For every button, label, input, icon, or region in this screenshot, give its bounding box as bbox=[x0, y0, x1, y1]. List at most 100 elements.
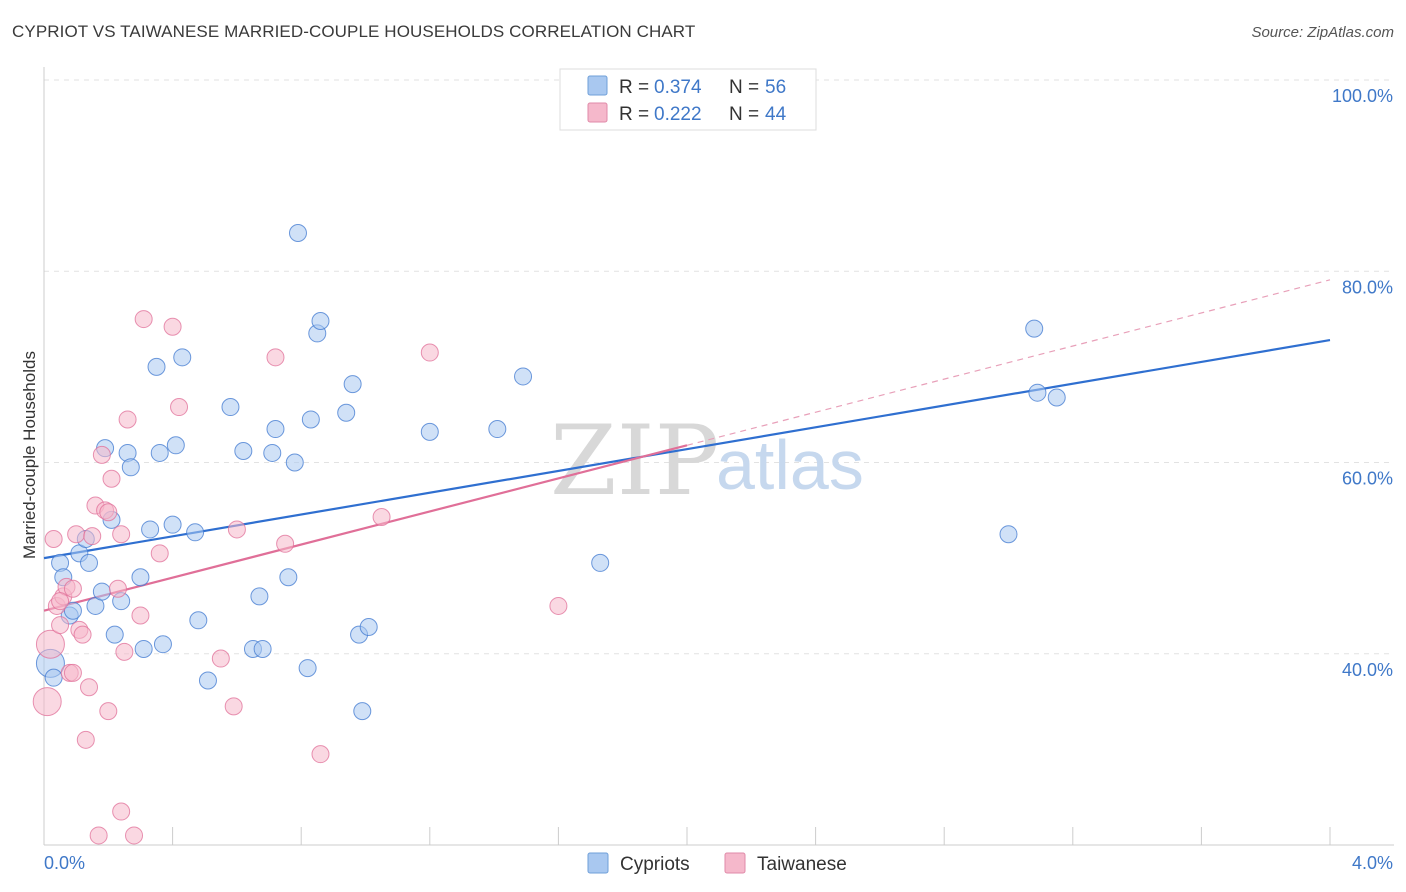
taiwanese-point-4 bbox=[51, 616, 70, 635]
taiwanese-point-40 bbox=[420, 343, 439, 362]
x-tick-labels: 0.0% 4.0% bbox=[44, 853, 1393, 873]
legend-top: R = 0.374 N = 56 R = 0.222 N = 44 bbox=[559, 68, 817, 131]
cypriot-point-13 bbox=[105, 625, 124, 644]
taiwanese-point-27 bbox=[125, 826, 144, 845]
taiwanese-point-38 bbox=[311, 745, 330, 764]
legend-swatch-cypriots bbox=[587, 75, 608, 96]
cypriot-point-30 bbox=[234, 442, 253, 461]
taiwanese-point-20 bbox=[99, 702, 118, 721]
cypriot-point-43 bbox=[337, 403, 356, 422]
cypriot-point-21 bbox=[150, 443, 169, 462]
cypriot-point-48 bbox=[420, 422, 439, 441]
taiwanese-point-35 bbox=[227, 520, 246, 539]
cypriot-point-18 bbox=[134, 639, 153, 658]
cypriot-point-33 bbox=[253, 639, 272, 658]
taiwanese-point-25 bbox=[115, 642, 134, 661]
taiwanese-point-34 bbox=[224, 697, 243, 716]
taiwanese-point-23 bbox=[112, 525, 131, 544]
taiwanese-point-29 bbox=[134, 310, 153, 329]
bottom-legend-label-taiwanese: Taiwanese bbox=[757, 854, 847, 875]
taiwanese-point-28 bbox=[131, 606, 150, 625]
cypriot-point-22 bbox=[153, 635, 172, 654]
taiwanese-point-21 bbox=[102, 469, 121, 488]
cypriot-point-29 bbox=[221, 398, 240, 417]
chart-source: Source: ZipAtlas.com bbox=[1251, 24, 1394, 41]
trend-line-taiwanese-extension bbox=[686, 279, 1331, 446]
watermark-zip: ZIP bbox=[550, 405, 719, 517]
taiwanese-point-1 bbox=[35, 629, 65, 659]
legend-n-label-2: N = bbox=[729, 104, 759, 125]
cypriot-point-25 bbox=[173, 348, 192, 367]
bottom-legend-swatch-cypriots bbox=[587, 852, 609, 874]
y-tick-label-3: 100.0% bbox=[1332, 86, 1393, 106]
cypriot-point-42 bbox=[311, 311, 330, 330]
y-tick-label-2: 80.0% bbox=[1342, 277, 1393, 297]
cypriot-point-40 bbox=[301, 410, 320, 429]
legend-r-value-2: 0.222 bbox=[654, 104, 702, 125]
taiwanese-point-39 bbox=[372, 508, 391, 527]
taiwanese-point-43 bbox=[51, 592, 70, 611]
cypriot-point-52 bbox=[999, 525, 1018, 544]
taiwanese-point-30 bbox=[150, 544, 169, 563]
taiwanese-point-31 bbox=[163, 317, 182, 336]
taiwanese-point-33 bbox=[211, 649, 230, 668]
cypriot-point-46 bbox=[353, 702, 372, 721]
cypriot-point-32 bbox=[250, 587, 269, 606]
trend-line-taiwanese bbox=[43, 444, 688, 612]
cypriot-point-20 bbox=[147, 357, 166, 376]
cypriot-point-54 bbox=[1028, 383, 1047, 402]
y-tick-label-0: 40.0% bbox=[1342, 660, 1393, 680]
y-tick-labels: 40.0% 60.0% 80.0% 100.0% bbox=[1332, 86, 1393, 680]
cypriot-point-55 bbox=[1047, 388, 1066, 407]
legend-bottom: Cypriots Taiwanese bbox=[587, 852, 847, 875]
legend-n-value-1: 56 bbox=[765, 77, 786, 98]
cypriot-point-37 bbox=[285, 453, 304, 472]
data-points bbox=[32, 224, 1066, 845]
y-axis-label: Married-couple Households bbox=[20, 351, 39, 559]
taiwanese-point-0 bbox=[32, 687, 62, 717]
taiwanese-point-9 bbox=[67, 525, 86, 544]
taiwanese-point-16 bbox=[89, 826, 108, 845]
taiwanese-point-24 bbox=[112, 802, 131, 821]
cypriot-point-27 bbox=[189, 611, 208, 630]
taiwanese-point-42 bbox=[63, 663, 82, 682]
taiwanese-point-37 bbox=[276, 534, 295, 553]
bottom-legend-swatch-taiwanese bbox=[724, 852, 746, 874]
cypriot-point-39 bbox=[298, 659, 317, 678]
cypriot-point-36 bbox=[279, 568, 298, 587]
cypriot-point-26 bbox=[186, 523, 205, 542]
cypriot-point-53 bbox=[1025, 319, 1044, 338]
legend-n-label-1: N = bbox=[729, 77, 759, 98]
cypriot-point-16 bbox=[121, 458, 140, 477]
taiwanese-point-32 bbox=[170, 398, 189, 417]
legend-r-value-1: 0.374 bbox=[654, 77, 702, 98]
cypriot-point-28 bbox=[198, 671, 217, 690]
legend-swatch-taiwanese bbox=[587, 102, 608, 123]
cypriot-point-23 bbox=[163, 515, 182, 534]
watermark: ZIP atlas bbox=[550, 405, 864, 517]
taiwanese-point-17 bbox=[92, 445, 111, 464]
taiwanese-point-26 bbox=[118, 410, 137, 429]
cypriot-point-38 bbox=[288, 224, 307, 242]
bottom-legend-label-cypriots: Cypriots bbox=[620, 854, 690, 875]
chart-title: CYPRIOT VS TAIWANESE MARRIED-COUPLE HOUS… bbox=[12, 22, 696, 41]
grid-lines bbox=[44, 79, 1394, 655]
cypriot-point-44 bbox=[343, 375, 362, 394]
cypriot-point-10 bbox=[92, 582, 111, 601]
cypriot-point-8 bbox=[80, 553, 99, 572]
x-tick-label-1: 4.0% bbox=[1352, 853, 1393, 873]
taiwanese-point-2 bbox=[44, 530, 63, 548]
taiwanese-point-41 bbox=[549, 596, 568, 615]
cypriot-point-47 bbox=[359, 617, 378, 636]
legend-r-label-2: R = bbox=[619, 104, 649, 125]
trend-lines bbox=[43, 279, 1331, 612]
cypriot-point-24 bbox=[166, 436, 185, 455]
cypriot-point-51 bbox=[591, 553, 610, 572]
taiwanese-point-8 bbox=[63, 579, 82, 598]
taiwanese-point-19 bbox=[99, 503, 118, 522]
taiwanese-point-11 bbox=[73, 625, 92, 644]
cypriot-point-49 bbox=[488, 420, 507, 439]
taiwanese-point-22 bbox=[108, 579, 127, 598]
x-tick-label-0: 0.0% bbox=[44, 853, 85, 873]
taiwanese-point-36 bbox=[266, 348, 285, 367]
